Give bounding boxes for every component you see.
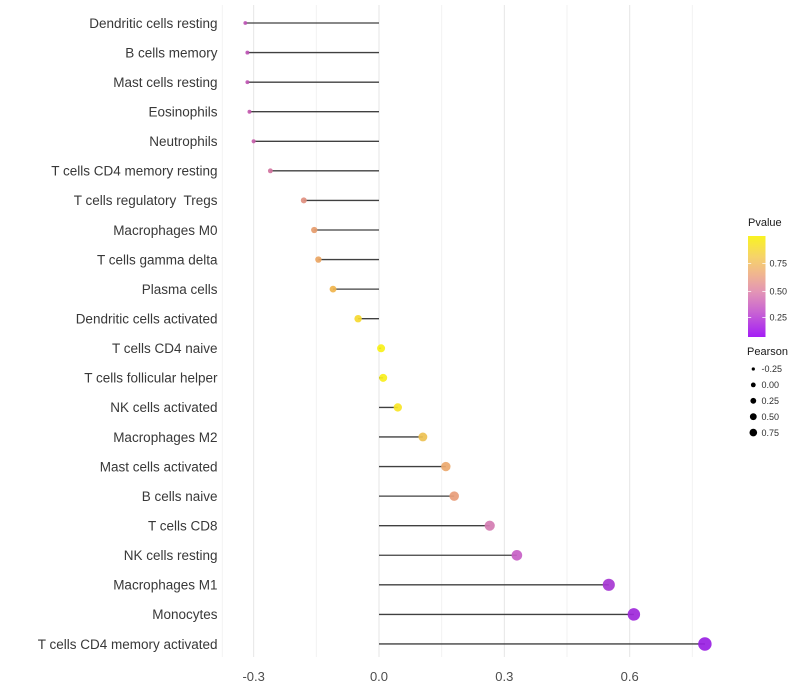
lollipop-dot — [418, 432, 428, 442]
x-tick-label: 0.6 — [621, 669, 639, 684]
category-label: T cells follicular helper — [84, 371, 218, 386]
category-label: Monocytes — [152, 607, 218, 622]
lollipop-row — [329, 285, 379, 293]
lollipop-dot — [247, 109, 252, 114]
lollipop-dot — [311, 226, 318, 234]
pvalue-tick-label: 0.25 — [770, 313, 788, 323]
lollipop-dot — [329, 285, 337, 293]
pearson-legend-title: Pearson — [747, 346, 788, 358]
pearson-size-key-dot — [751, 367, 755, 371]
lollipop-row — [315, 256, 379, 263]
x-tick-label: 0.3 — [495, 669, 513, 684]
lollipop-row — [379, 491, 459, 501]
category-label: NK cells resting — [124, 548, 218, 563]
lollipop-row — [379, 578, 615, 591]
category-label: Macrophages M1 — [113, 578, 217, 593]
lollipop-dot — [377, 344, 386, 353]
lollipop-row — [267, 168, 379, 174]
lollipop-row — [379, 373, 388, 382]
category-label: Macrophages M2 — [113, 430, 217, 445]
category-label: NK cells activated — [110, 400, 217, 415]
category-label: Dendritic cells activated — [76, 312, 218, 327]
category-label: Mast cells resting — [113, 75, 217, 90]
lollipop-dot — [393, 403, 402, 412]
pearson-size-key-dot — [750, 382, 756, 388]
category-label: Neutrophils — [149, 134, 218, 149]
pearson-size-key-label: 0.50 — [762, 412, 780, 422]
lollipop-dot — [245, 80, 250, 85]
lollipop-row — [251, 139, 379, 144]
lollipop-dot — [245, 50, 250, 55]
category-label: T cells CD4 memory resting — [51, 164, 217, 179]
category-label: B cells memory — [125, 45, 218, 60]
pearson-size-key-label: 0.25 — [762, 396, 780, 406]
category-label: Macrophages M0 — [113, 223, 217, 238]
category-label: T cells CD4 naive — [112, 341, 218, 356]
category-label: T cells gamma delta — [97, 252, 218, 267]
lollipop-row — [379, 520, 495, 531]
pearson-size-key-label: -0.25 — [762, 364, 783, 374]
lollipop-dot — [379, 373, 388, 382]
category-label: Plasma cells — [142, 282, 218, 297]
lollipop-dot — [315, 256, 322, 263]
category-label: T cells regulatory Tregs — [74, 193, 218, 208]
pearson-size-key-label: 0.00 — [762, 380, 780, 390]
pvalue-colorbar — [748, 236, 766, 337]
lollipop-row — [354, 314, 379, 323]
lollipop-row — [245, 80, 379, 85]
lollipop-row — [379, 432, 428, 442]
x-tick-label: 0.0 — [370, 669, 388, 684]
pearson-size-key-dot — [750, 397, 757, 404]
lollipop-row — [379, 403, 402, 412]
lollipop-row — [379, 461, 451, 472]
lollipop-dot — [251, 139, 256, 144]
lollipop-dot — [300, 197, 307, 204]
pearson-size-key-dot — [749, 413, 757, 421]
category-label: Eosinophils — [148, 105, 217, 120]
lollipop-dot — [354, 314, 362, 323]
pvalue-tick-label: 0.50 — [770, 287, 788, 297]
category-label: Dendritic cells resting — [89, 16, 217, 31]
pearson-size-legend: Pearson -0.25 0.00 0.25 0.50 0.75 — [747, 346, 788, 438]
lollipop-row — [311, 226, 379, 234]
lollipop-row — [379, 637, 712, 651]
lollipop-row — [379, 549, 523, 561]
lollipop-row — [379, 608, 641, 621]
pvalue-color-legend: Pvalue 0.75 0.50 0.25 — [748, 217, 787, 337]
category-label: B cells naive — [142, 489, 218, 504]
lollipop-dot — [449, 491, 459, 501]
lollipop-row — [243, 21, 379, 25]
lollipop-dot — [243, 21, 248, 25]
lollipop-dot — [698, 637, 712, 651]
lollipop-row — [377, 344, 386, 353]
lollipop-dot — [267, 168, 273, 174]
lollipop-dot — [441, 461, 451, 472]
grid-layer — [221, 5, 693, 657]
lollipop-rows-layer — [243, 21, 712, 651]
lollipop-row — [300, 197, 379, 204]
lollipop-dot — [627, 608, 641, 621]
axis-labels-layer: Dendritic cells resting B cells memory Mas… — [38, 16, 639, 684]
category-label: T cells CD8 — [148, 518, 218, 533]
pearson-size-key-dot — [749, 428, 758, 437]
pearson-size-key-label: 0.75 — [762, 428, 780, 438]
pvalue-legend-title: Pvalue — [748, 217, 782, 229]
category-label: Mast cells activated — [100, 459, 218, 474]
lollipop-row — [245, 50, 379, 55]
lollipop-dot — [511, 549, 523, 561]
lollipop-dot — [484, 520, 495, 531]
pvalue-tick-label: 0.75 — [770, 259, 788, 269]
category-label: T cells CD4 memory activated — [38, 637, 218, 652]
lollipop-row — [247, 109, 379, 114]
x-tick-label: -0.3 — [242, 669, 264, 684]
lollipop-dot — [602, 578, 615, 591]
